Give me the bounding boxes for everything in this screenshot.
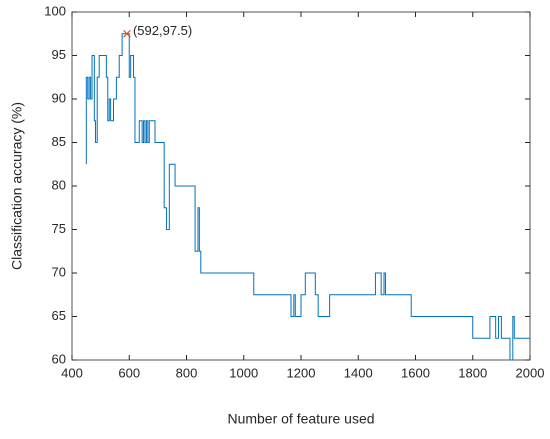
y-tick-label: 85 — [52, 134, 66, 149]
annotation-marker — [123, 29, 131, 38]
y-tick-label: 70 — [52, 264, 66, 279]
y-tick-label: 80 — [52, 177, 66, 192]
y-tick-label: 65 — [52, 308, 66, 323]
x-tick-label: 1400 — [344, 365, 373, 380]
x-tick-label: 400 — [61, 365, 83, 380]
y-axis-label: Classification accuracy (%) — [9, 102, 25, 270]
x-tick-label: 1200 — [287, 365, 316, 380]
x-axis-label: Number of feature used — [227, 411, 374, 427]
x-tick-label: 1600 — [401, 365, 430, 380]
y-tick-label: 75 — [52, 221, 66, 236]
y-tick-label: 90 — [52, 90, 66, 105]
data-line — [85, 33, 530, 361]
x-tick-label: 1800 — [458, 365, 487, 380]
y-tick-label: 95 — [52, 47, 66, 62]
x-tick-label: 600 — [118, 365, 140, 380]
y-tick-label: 60 — [52, 351, 66, 366]
y-tick-label: 100 — [44, 3, 66, 18]
annotation-label: (592,97.5) — [133, 23, 192, 38]
x-tick-label: 2000 — [516, 365, 545, 380]
x-tick-label: 800 — [176, 365, 198, 380]
x-tick-label: 1000 — [229, 365, 258, 380]
